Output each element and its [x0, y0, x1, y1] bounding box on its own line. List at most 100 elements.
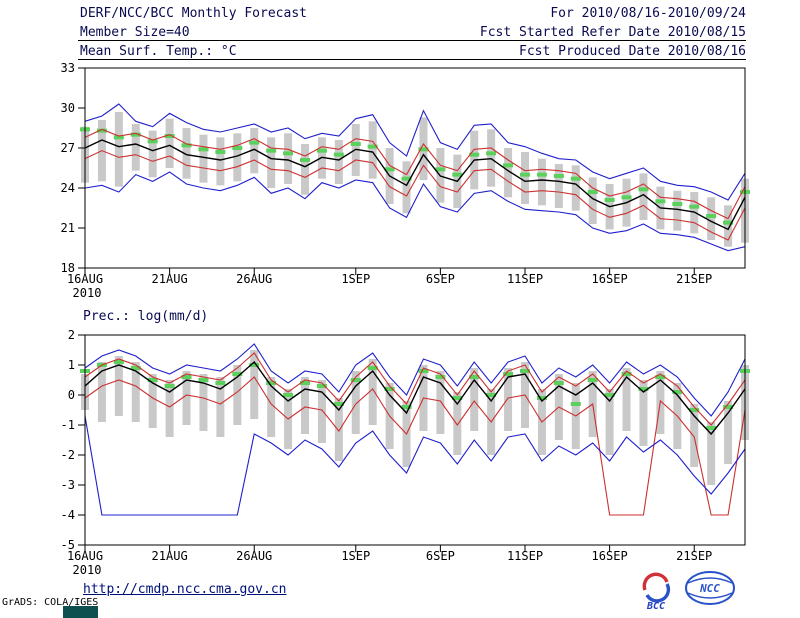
ensemble-spread-bar [673, 190, 682, 231]
ensemble-spread-bar [216, 137, 225, 186]
ensemble-mean-line [84, 139, 746, 231]
x-tick-label: 11SEP [507, 272, 543, 286]
ensemble-spread-bar [707, 422, 716, 485]
ensemble-spread-bar [724, 401, 733, 464]
y-tick-label: 21 [61, 221, 75, 235]
x-tick-label: 16SEP [592, 549, 628, 563]
precipitation-chart: -5 -4 -3 -2 -1 0 1 2 16AUG 21AUG 26AUG 1SEP 6SEP 11SE… [61, 328, 750, 577]
y-tick-label: -4 [61, 508, 75, 522]
ensemble-spread-bar [605, 389, 614, 455]
x-tick-label: 26AUG [236, 272, 272, 286]
ensemble-spread-bar [639, 173, 648, 220]
cmdp-link[interactable]: http://cmdp.ncc.cma.gov.cn [83, 582, 287, 597]
ensemble-spread-bar [334, 140, 343, 184]
ensemble-spread-bar [470, 368, 479, 431]
y-tick-label: 0 [68, 388, 75, 402]
x-year-label: 2010 [73, 563, 102, 577]
ensemble-spread-bar [537, 158, 546, 206]
y-tick-label: -5 [61, 538, 75, 552]
ensemble-spread-bar [351, 371, 360, 434]
x-tick-label: 6SEP [426, 272, 455, 286]
x-tick-label: 16AUG [67, 272, 103, 286]
ensemble-spread-bar [233, 365, 242, 425]
bcc-logo-blue-arc [645, 583, 671, 603]
ensemble-spread-bar [504, 368, 513, 431]
x-tick-label: 11SEP [507, 549, 543, 563]
ensemble-max-line [84, 343, 746, 417]
x-tick-label: 1SEP [341, 272, 370, 286]
x-tick-label: 21SEP [676, 549, 712, 563]
plot-frame [84, 67, 746, 269]
page-title: DERF/NCC/BCC Monthly Forecast [80, 6, 307, 21]
y-tick-label: -1 [61, 418, 75, 432]
refer-date-label: Fcst Started Refer Date 2010/08/15 [479, 25, 746, 40]
y-tick-label: 18 [61, 261, 75, 275]
lower-quartile-line [84, 376, 746, 516]
ensemble-spread-bar [639, 380, 648, 446]
ncc-logo-text: NCC [699, 582, 720, 595]
ensemble-spread-bar [724, 205, 733, 247]
bcc-logo-text: BCC [646, 601, 665, 612]
ensemble-spread-bar [165, 380, 174, 437]
ensemble-spread-bar [97, 362, 106, 422]
ensemble-spread-bar [250, 350, 259, 419]
temp-chart-title: Mean Surf. Temp.: °C [80, 44, 237, 59]
y-tick-label: -2 [61, 448, 75, 462]
y-tick-label: 1 [68, 358, 75, 372]
ensemble-spread-bar [148, 374, 157, 428]
y-tick-label: 30 [61, 101, 75, 115]
ensemble-spread-bar [182, 128, 191, 179]
ensemble-spread-bar [250, 128, 259, 174]
upper-quartile-line [84, 352, 746, 426]
ensemble-spread-bar [301, 144, 309, 195]
ensemble-spread-bar [267, 137, 276, 188]
x-tick-label: 6SEP [426, 549, 455, 563]
ensemble-spread-bar [199, 374, 208, 431]
ensemble-spread-bar [521, 152, 529, 204]
ensemble-spread-bar [622, 368, 631, 431]
ensemble-spread-bar [114, 112, 123, 187]
y-tick-label: -3 [61, 478, 75, 492]
ensemble-spread-bar [571, 165, 580, 211]
temperature-chart: 18 21 24 27 30 33 16AUG 21AUG 26AUG 1SEP 6SEP 11SEP… [61, 61, 750, 300]
ensemble-max-line [84, 103, 746, 201]
produced-date-label: Fcst Produced Date 2010/08/16 [519, 44, 746, 59]
x-tick-label: 16AUG [67, 549, 103, 563]
ensemble-spread-bar [588, 177, 597, 224]
x-tick-label: 26AUG [236, 549, 272, 563]
y-tick-label: 27 [61, 141, 75, 155]
ensemble-spread-bar [182, 371, 191, 425]
x-year-label: 2010 [73, 286, 102, 300]
grads-credit: GrADS: COLA/IGES [2, 597, 99, 608]
bcc-logo-red-arc [642, 572, 669, 591]
ensemble-spread-bar [554, 164, 563, 208]
ensemble-spread-bar [707, 197, 716, 240]
member-size-label: Member Size=40 [80, 25, 190, 40]
ensemble-spread-bar [436, 371, 445, 434]
ensemble-spread-bar [504, 148, 513, 198]
header-divider-2 [78, 59, 746, 60]
x-tick-label: 21SEP [676, 272, 712, 286]
ensemble-spread-bar [131, 362, 140, 422]
ensemble-spread-bar [165, 118, 174, 168]
y-tick-label: 24 [61, 181, 75, 195]
forecast-range: For 2010/08/16-2010/09/24 [550, 6, 746, 21]
x-tick-label: 1SEP [341, 549, 370, 563]
ncc-logo: NCC [685, 571, 735, 605]
header-divider-1 [78, 40, 746, 41]
x-tick-label: 16SEP [592, 272, 628, 286]
ensemble-spread-bar [131, 124, 140, 171]
ncc-logo-lower-band [687, 592, 733, 599]
plot-frame [84, 334, 746, 546]
x-tick-label: 21AUG [152, 549, 188, 563]
ensemble-min-line [84, 171, 746, 252]
ensemble-mean-line [84, 360, 746, 436]
ensemble-spread-bar [402, 161, 411, 214]
ensemble-spread-bar [368, 121, 377, 179]
ensemble-spread-bar [114, 356, 123, 416]
x-tick-label: 21AUG [152, 272, 188, 286]
ncc-logo-upper-band [687, 577, 733, 584]
ensemble-spread-bar [368, 359, 377, 425]
ensemble-spread-bar [334, 398, 343, 461]
ensemble-spread-bar [216, 377, 225, 437]
